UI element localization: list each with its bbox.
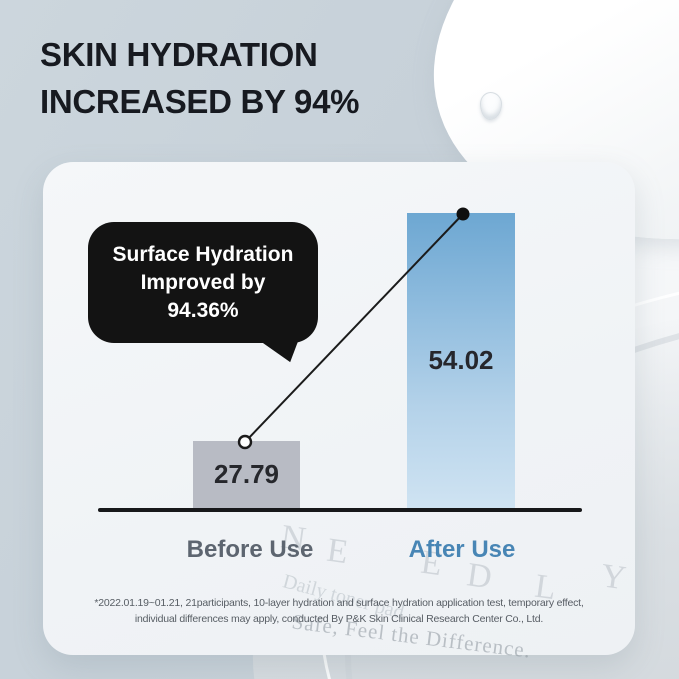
category-label-before: Before Use <box>186 536 314 563</box>
chart-card: N E E D L Y Daily toner pad Safe, Feel t… <box>43 162 635 663</box>
page-title-line-2: INCREASED BY 94% <box>40 83 360 120</box>
bar-after-use: 54.02 <box>407 213 515 508</box>
callout-bubble: Surface Hydration Improved by 94.36% <box>88 222 318 343</box>
x-axis-baseline <box>98 508 582 512</box>
page-title-line-1: SKIN HYDRATION <box>40 36 318 73</box>
watermark-letter: Y <box>598 557 631 598</box>
footnote-line-1: *2022.01.19~01.21, 21participants, 10-la… <box>94 597 584 609</box>
page-title: SKIN HYDRATION INCREASED BY 94% <box>40 31 360 125</box>
footnote: *2022.01.19~01.21, 21participants, 10-la… <box>43 596 635 627</box>
water-droplet <box>480 92 502 120</box>
bar-before-use: 27.79 <box>193 441 300 508</box>
callout-line-1: Surface Hydration <box>112 242 294 266</box>
bar-value-before: 27.79 <box>213 459 280 489</box>
footnote-line-2: individual differences may apply, conduc… <box>134 612 544 625</box>
bar-value-after: 54.02 <box>428 345 494 375</box>
category-label-after: After Use <box>408 536 516 563</box>
callout-line-2: Improved by <box>140 270 266 294</box>
callout-line-3: 94.36% <box>167 298 239 322</box>
